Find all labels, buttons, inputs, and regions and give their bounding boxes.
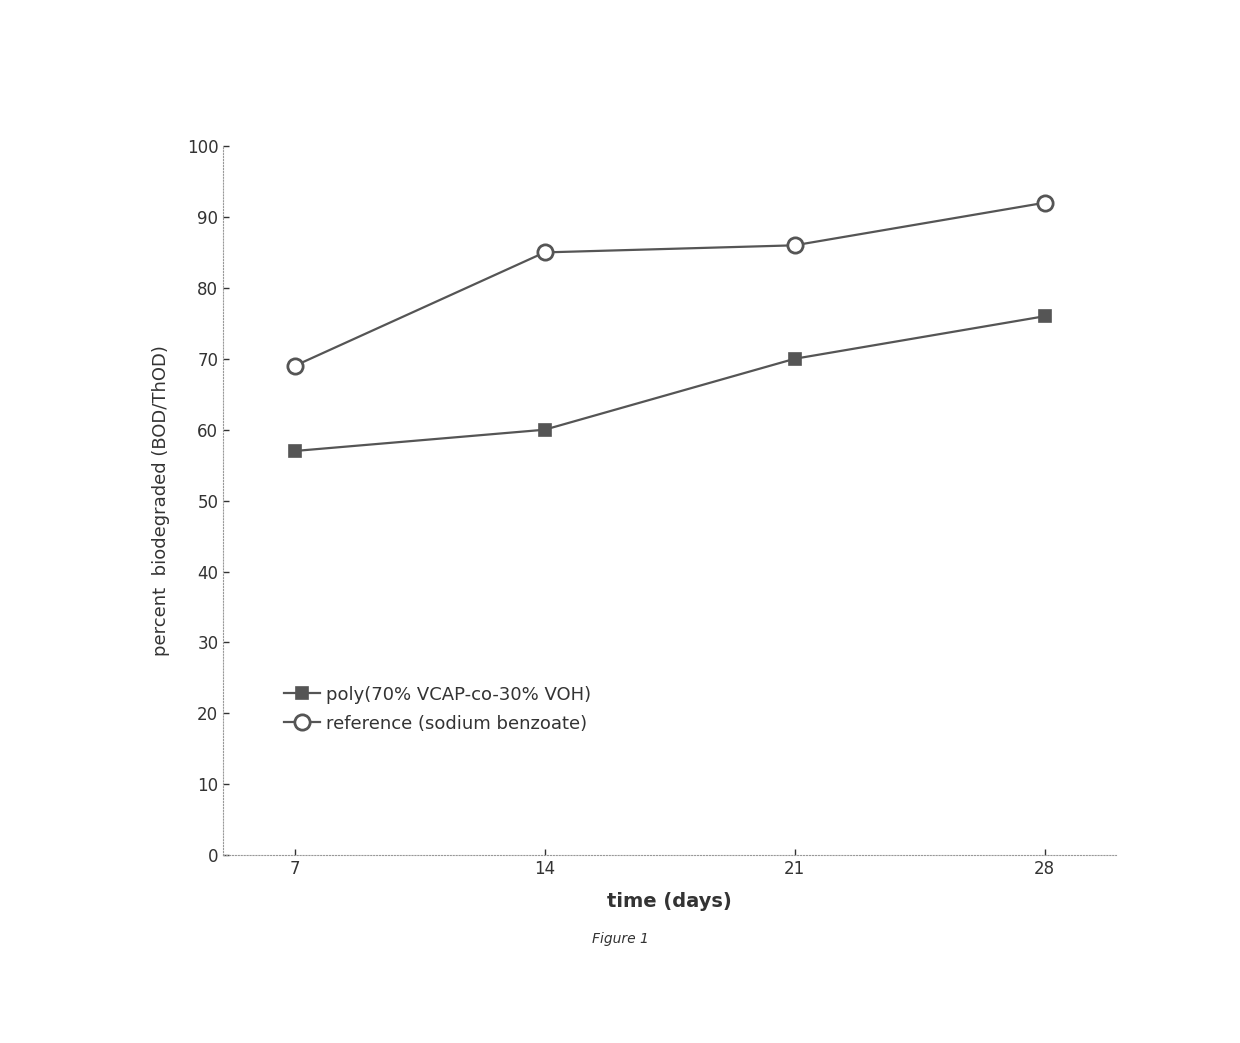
- Legend: poly(70% VCAP-co-30% VOH), reference (sodium benzoate): poly(70% VCAP-co-30% VOH), reference (so…: [277, 679, 598, 739]
- poly(70% VCAP-co-30% VOH): [288, 444, 303, 457]
- reference (sodium benzoate): [537, 246, 552, 259]
- poly(70% VCAP-co-30% VOH): [537, 423, 552, 436]
- Line: poly(70% VCAP-co-30% VOH): poly(70% VCAP-co-30% VOH): [289, 310, 1050, 457]
- X-axis label: time (days): time (days): [608, 892, 732, 911]
- reference (sodium benzoate): [1037, 196, 1052, 209]
- Line: reference (sodium benzoate): reference (sodium benzoate): [286, 195, 1053, 373]
- poly(70% VCAP-co-30% VOH): [1037, 310, 1052, 322]
- reference (sodium benzoate): [787, 239, 802, 251]
- Y-axis label: percent  biodegraded (BOD/ThOD): percent biodegraded (BOD/ThOD): [153, 345, 170, 656]
- Text: Figure 1: Figure 1: [591, 931, 649, 946]
- poly(70% VCAP-co-30% VOH): [787, 353, 802, 365]
- reference (sodium benzoate): [288, 360, 303, 372]
